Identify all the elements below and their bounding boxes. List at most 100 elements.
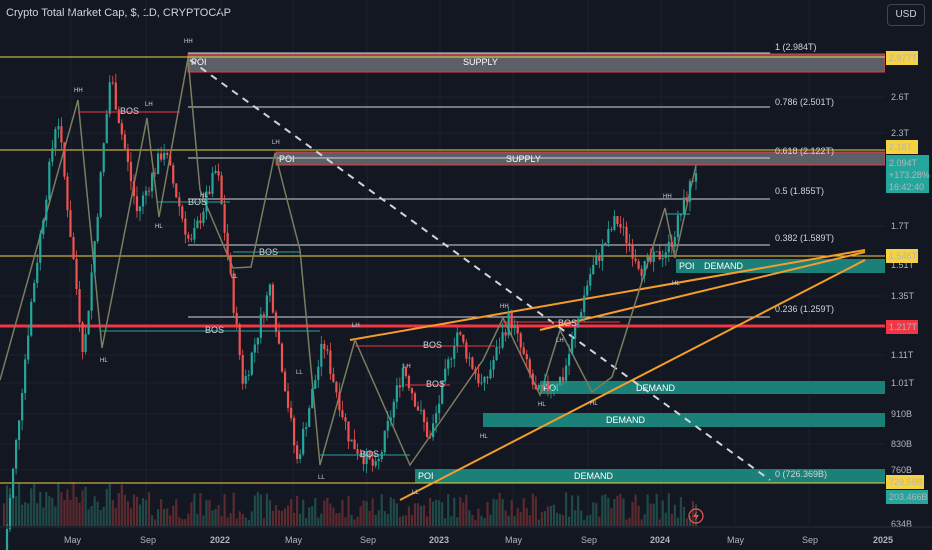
volume-bar [598,516,601,526]
volume-bar [217,505,220,526]
candle [567,353,571,366]
candle [99,172,102,217]
candle [338,392,341,411]
candle [670,241,673,247]
y-tick: 910B [891,409,912,419]
candle [220,175,223,204]
volume-bar [428,497,432,526]
candle [153,173,157,175]
volume-bar [571,495,574,526]
volume-bar [78,502,81,526]
candle [598,255,601,261]
candle [679,214,682,216]
volume-bar [465,494,468,526]
volume-bar [235,518,238,526]
price-axis[interactable] [885,30,932,550]
volume-bar [169,515,172,526]
candle [492,359,495,370]
candle [610,229,613,230]
volume-bar [123,494,126,526]
volume-bar [419,505,423,526]
volume-bar [268,500,272,526]
bos-label: BOS [423,340,442,350]
candle [81,322,84,352]
volume-bar [308,507,311,526]
volume-bar [386,514,389,526]
candle [72,236,75,260]
volume-bar [138,504,142,526]
x-tick: Sep [360,535,376,545]
candle [555,385,559,388]
candle [444,368,447,382]
volume-bar [682,506,686,526]
candle [48,161,51,200]
x-tick: May [505,535,523,545]
volume-bar [392,498,395,526]
y-tick: 1.01T [891,378,915,388]
volume-bar [456,517,459,526]
y-tick: 1.35T [891,291,915,301]
candle [622,226,625,228]
volume-bar [111,499,114,526]
volume-bar [453,497,456,526]
structure-label: HL [590,401,598,407]
volume-bar [314,497,317,526]
x-tick: 2025 [873,535,893,545]
candle [241,355,244,384]
x-tick: 2024 [650,535,670,545]
volume-bar [247,519,250,526]
candle [57,126,60,130]
volume-bar [374,515,377,526]
volume-bar [172,505,175,526]
volume-bar [549,506,553,526]
candle [646,256,649,262]
candle [371,458,374,466]
trend-lines [349,249,866,501]
y-tick: 830B [891,439,912,449]
volume-bar [338,513,341,526]
volume-bar [643,514,646,526]
candle [374,461,377,466]
volume-bars [2,482,698,526]
svg-text:DEMAND: DEMAND [574,471,614,481]
svg-text:POI: POI [191,57,207,67]
candle [105,113,108,144]
volume-bar [90,505,93,526]
candle [459,332,462,335]
volume-bar [117,493,120,526]
volume-bar [129,508,133,526]
volume-bar [141,498,145,526]
currency-button[interactable]: USD [887,4,925,26]
candle [377,459,380,462]
y-tick: 1.51T [891,260,915,270]
volume-bar [11,503,15,526]
candle [688,181,692,202]
candle [30,301,33,336]
svg-text:POI: POI [418,471,434,481]
candle [694,173,698,182]
volume-bar [39,491,42,526]
candle [163,152,166,160]
candle [350,439,353,442]
svg-text:DEMAND: DEMAND [704,261,744,271]
volume-bar [356,516,359,526]
candle [546,381,550,391]
candle [169,155,172,166]
volume-bar [435,499,438,526]
svg-text:2.18T: 2.18T [889,142,913,152]
candle [24,359,27,394]
candle [172,165,175,184]
candle [392,401,395,418]
price-label: 1.546T [886,249,918,263]
volume-bar [558,514,562,526]
volume-bar [685,518,689,526]
svg-text:+173.28%: +173.28% [889,170,930,180]
volume-bar [229,513,232,526]
bos-label: BOS [188,197,207,207]
volume-bar [211,510,214,526]
volume-bar [5,485,9,526]
candle [416,406,420,411]
lightning-icon[interactable] [688,508,704,524]
candle [199,220,202,224]
